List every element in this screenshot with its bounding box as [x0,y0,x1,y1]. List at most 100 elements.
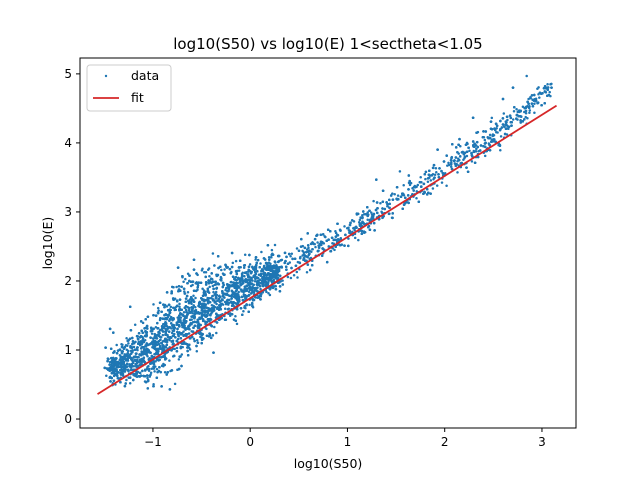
data-point [329,249,332,253]
data-point [165,340,169,344]
data-point [310,264,314,267]
data-point [289,276,293,280]
data-point [348,229,351,232]
data-point [211,252,215,255]
data-point [195,350,199,353]
data-point [278,274,282,278]
data-point [112,331,115,334]
data-point [133,323,137,326]
data-point [240,295,244,299]
data-point [188,318,192,322]
data-point [108,327,112,331]
data-point [300,237,303,241]
data-point [126,352,130,355]
data-point [174,336,177,339]
data-point [193,339,196,343]
data-point [270,269,273,273]
data-point [429,192,432,195]
data-point [111,367,115,370]
data-point [235,322,239,326]
data-point [491,140,494,143]
data-point [432,163,436,167]
data-point [156,306,160,310]
data-point [146,350,149,353]
data-point [245,303,248,307]
data-point [406,194,410,197]
data-point [418,180,422,184]
data-point [212,290,215,294]
data-point [109,347,113,351]
data-point [471,116,475,120]
data-point [202,271,206,274]
data-point [438,167,441,170]
data-point [482,130,485,133]
data-point [261,270,265,273]
data-point [362,230,366,233]
data-point [499,135,503,138]
data-point [224,286,228,290]
data-point [245,284,249,288]
data-point [186,349,189,353]
data-point [445,184,448,187]
data-point [288,261,292,264]
data-point [298,261,301,264]
data-point [179,337,183,340]
data-point [127,339,130,342]
data-point [184,297,188,300]
data-point [152,313,155,317]
data-point [146,379,150,383]
data-point [130,363,134,366]
data-point [524,112,528,115]
data-point [176,304,179,307]
data-point [424,170,428,174]
data-point [235,270,238,273]
data-point [207,279,210,282]
data-point [243,285,247,289]
data-point [133,359,137,362]
data-point [455,162,458,166]
data-point [200,269,204,272]
data-point [349,221,352,225]
data-point [188,327,191,331]
data-point [194,306,197,309]
data-point [362,210,365,213]
data-point [223,318,227,321]
data-point [220,268,223,272]
data-point [501,97,505,101]
data-point [221,285,225,289]
data-point [181,274,184,278]
data-point [133,355,136,358]
data-point [484,130,488,133]
data-point [409,181,413,185]
data-point [131,349,134,352]
data-point [459,162,462,165]
data-point [201,287,204,291]
data-point [195,321,199,324]
data-point [433,173,437,176]
data-point [155,337,159,340]
data-point [239,283,242,287]
data-point [326,228,330,232]
data-point [211,284,215,288]
data-point [424,177,427,181]
data-point [513,105,516,109]
data-point [319,240,323,244]
data-point [204,309,207,312]
data-point [267,291,270,295]
data-point [407,188,410,191]
data-point [208,275,211,278]
data-point [106,357,110,360]
data-point [483,154,487,158]
data-point [524,106,528,109]
data-point [241,313,244,316]
data-point [306,244,310,247]
data-point [476,140,479,144]
data-point [298,256,302,260]
data-point [176,266,180,269]
data-point [161,333,165,337]
data-point [167,314,171,317]
data-point [334,235,338,238]
data-point [232,318,236,321]
data-point [523,118,526,121]
data-point [366,218,369,221]
